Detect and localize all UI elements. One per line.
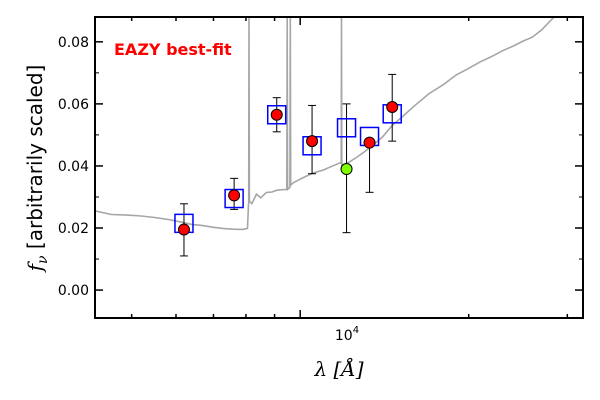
y-tick-label-4: 0.08 — [58, 35, 89, 51]
observed-flux-point-2 — [270, 108, 283, 121]
observed-flux-point-3 — [306, 135, 319, 148]
observed-flux-point-1 — [228, 189, 241, 202]
y-axis-label: fν [arbitrarily scaled] — [23, 65, 51, 274]
observed-point-layer — [177, 100, 399, 236]
eazy-annotation: EAZY best-fit — [114, 40, 232, 59]
template-spectrum-layer — [95, 17, 556, 231]
y-tick-labels: 0.00 0.02 0.04 0.06 0.08 — [58, 35, 89, 299]
plot-frame — [94, 16, 584, 319]
flagged-flux-point-0 — [340, 163, 353, 176]
y-tick-label-3: 0.06 — [58, 97, 89, 113]
x-tick-label-1e4: 104 — [335, 325, 359, 344]
observed-flux-point-4 — [363, 136, 376, 149]
x-axis-label: λ [Å] — [313, 356, 363, 381]
model-flux-box-2 — [266, 104, 287, 125]
y-tick-label-0: 0.00 — [58, 283, 89, 299]
y-tick-label-2: 0.04 — [58, 159, 89, 175]
template-spectrum-line — [95, 17, 556, 231]
observed-flux-point-5 — [386, 100, 399, 113]
y-tick-label-1: 0.02 — [58, 221, 89, 237]
model-flux-box-4 — [336, 118, 357, 138]
tick-layer — [95, 17, 583, 318]
observed-flux-point-0 — [177, 223, 190, 236]
